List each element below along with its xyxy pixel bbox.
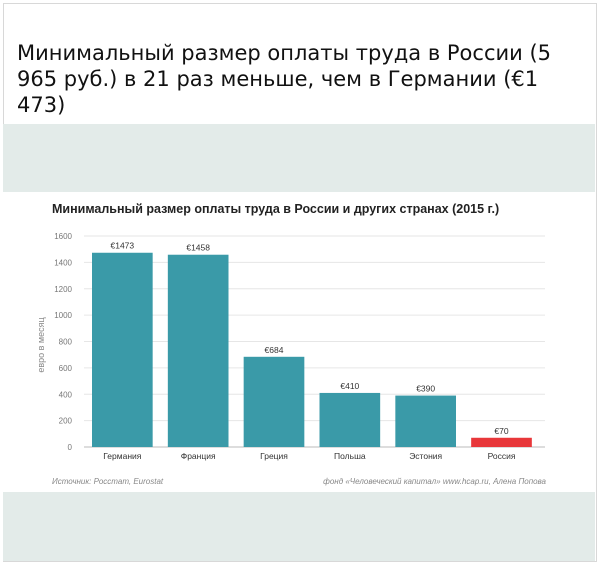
value-label: €1473: [111, 241, 135, 251]
x-tick-label: Эстония: [409, 451, 442, 461]
bar: [167, 254, 229, 447]
y-tick-label: 1600: [54, 232, 72, 241]
x-tick-label: Германия: [103, 451, 142, 461]
y-tick-label: 200: [59, 417, 73, 426]
value-label: €390: [416, 384, 435, 394]
bar: [92, 252, 153, 447]
y-tick-label: 1000: [54, 311, 72, 320]
y-tick-label: 0: [68, 443, 73, 452]
value-label: €410: [340, 381, 359, 391]
top-band: [3, 124, 595, 192]
x-tick-labels: Германия Франция Греция Польша Эстония Россия: [103, 451, 516, 461]
bar: [395, 395, 456, 447]
headline: Минимальный размер оплаты труда в России…: [17, 41, 552, 117]
bar: [319, 392, 381, 447]
y-axis-label: евро в месяц: [36, 317, 46, 372]
x-tick-label: Франция: [181, 451, 216, 461]
x-tick-label: Греция: [260, 451, 288, 461]
x-tick-label: Россия: [488, 451, 516, 461]
bars: [92, 252, 532, 447]
bar: [243, 356, 305, 447]
value-label: €70: [494, 426, 508, 436]
value-label: €684: [265, 345, 284, 355]
y-tick-label: 1200: [54, 285, 72, 294]
y-tick-label: 800: [59, 338, 73, 347]
y-tick-labels: 0 200 400 600 800 1000 1200 1400 1600: [54, 232, 72, 452]
gridlines: [84, 235, 545, 448]
bar: [471, 437, 532, 447]
value-label: €1458: [186, 243, 210, 253]
credit-note: фонд «Человеческий капитал» www.hcap.ru,…: [323, 477, 546, 486]
y-tick-label: 400: [59, 390, 73, 399]
chart-title: Минимальный размер оплаты труда в России…: [52, 202, 499, 216]
bottom-band: [3, 492, 595, 561]
value-labels: €1473 €1458 €684 €410 €390 €70: [111, 241, 509, 436]
source-note: Источник: Росстат, Eurostat: [52, 477, 164, 486]
y-tick-label: 600: [59, 364, 73, 373]
x-tick-label: Польша: [334, 451, 366, 461]
y-tick-label: 1400: [54, 258, 72, 267]
